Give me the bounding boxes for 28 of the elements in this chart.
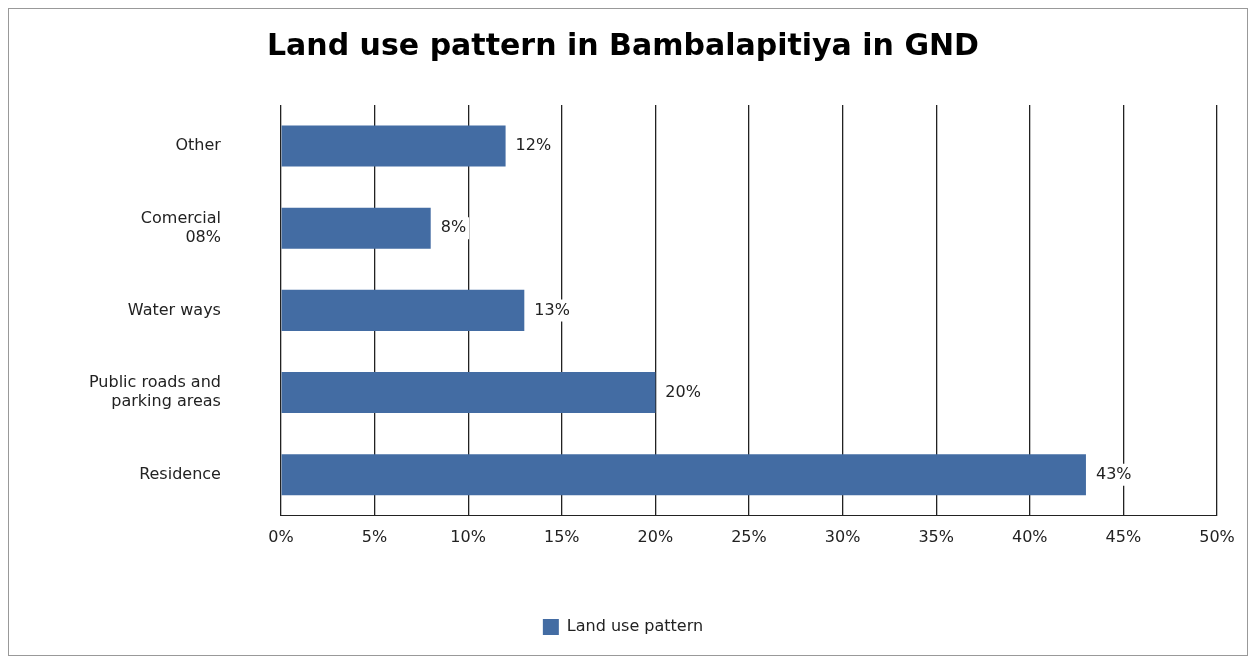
x-tick-label: 10% <box>450 526 486 546</box>
x-tick-label: 30% <box>824 526 861 546</box>
data-label: 13% <box>534 299 570 319</box>
bar <box>281 207 431 249</box>
x-tick-label: 5% <box>361 526 388 546</box>
data-label: 20% <box>665 381 701 401</box>
y-tick-label: Residence <box>139 463 221 483</box>
bar <box>281 125 506 167</box>
y-tick-label: Public roads and parking areas <box>89 372 221 411</box>
data-label: 12% <box>515 135 552 155</box>
legend-label: Land use pattern <box>566 616 704 636</box>
chart-title: Land use pattern in Bambalapitiya in GND <box>266 26 980 62</box>
x-tick-label: 15% <box>543 526 580 546</box>
bar <box>281 372 656 414</box>
x-tick-label: 0% <box>268 526 294 546</box>
bar <box>281 289 525 331</box>
data-label: 8% <box>440 217 467 237</box>
bar <box>281 454 1086 496</box>
y-tick-label: Water ways <box>127 299 221 319</box>
data-label: 43% <box>1095 463 1132 483</box>
x-tick-label: 45% <box>1105 526 1142 546</box>
y-tick-label: Comercial 08% <box>140 207 221 246</box>
x-tick-label: 40% <box>1012 526 1048 546</box>
x-tick-label: 20% <box>637 526 674 546</box>
x-tick-label: 50% <box>1199 526 1235 546</box>
x-tick-label: 25% <box>731 526 767 546</box>
x-tick-label: 35% <box>918 526 954 546</box>
y-tick-label: Other <box>175 135 222 155</box>
